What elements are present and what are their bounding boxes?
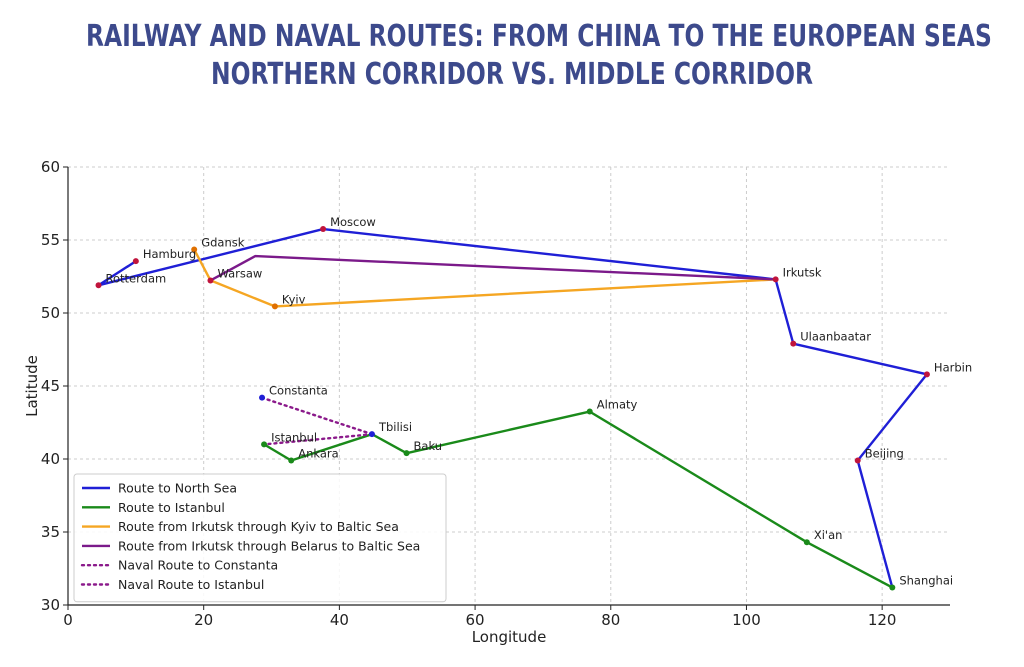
- x-axis-label: Longitude: [472, 628, 547, 646]
- y-tick-label: 55: [41, 231, 60, 249]
- series-line-4: [260, 396, 374, 436]
- x-tick-label: 0: [63, 611, 73, 629]
- series-line-0: [97, 227, 929, 588]
- city-point: [803, 539, 810, 546]
- legend-entry-label: Route to Istanbul: [118, 500, 225, 515]
- city-label: Xi'an: [814, 528, 843, 542]
- city-point: [403, 450, 410, 457]
- axes: 0 20 40 60 80 100 12030354045505560LongitudeLa…: [23, 158, 950, 646]
- city-point: [923, 371, 930, 378]
- city-label: Beijing: [865, 446, 904, 460]
- city-point: [772, 276, 779, 283]
- city-point: [854, 457, 861, 464]
- legend-entry-label: Route from Irkutsk through Belarus to Ba…: [118, 538, 420, 553]
- city-label: Almaty: [597, 398, 638, 412]
- city-label: Warsaw: [217, 266, 262, 280]
- series-line-3: [209, 254, 776, 282]
- city-labels: Moscow Gdansk Hamburg Rotterdam Warsaw Kyiv Ir…: [106, 215, 973, 587]
- y-tick-label: 40: [41, 450, 60, 468]
- city-label: Ulaanbaatar: [800, 330, 871, 344]
- city-label: Shanghai: [899, 573, 953, 587]
- city-point: [271, 303, 278, 310]
- legend: Route to North Sea Route to Istanbul Route…: [73, 473, 447, 603]
- legend-box: [73, 473, 447, 603]
- x-tick-label: 20: [194, 611, 213, 629]
- x-tick-label: 60: [466, 611, 485, 629]
- chart-title-line-2: NORTHERN CORRIDOR VS. MIDDLE CORRIDOR: [210, 57, 814, 92]
- city-point: [261, 441, 268, 448]
- y-tick-label: 30: [41, 596, 60, 614]
- y-tick-label: 50: [41, 304, 60, 322]
- legend-entry-label: Naval Route to Constanta: [118, 558, 278, 573]
- series-line-2: [193, 248, 776, 308]
- city-point: [191, 246, 198, 253]
- city-markers: [95, 226, 930, 591]
- city-label: Tbilisi: [378, 420, 412, 434]
- city-label: Irkutsk: [783, 265, 822, 279]
- x-tick-label: 120: [868, 611, 897, 629]
- city-point: [95, 282, 102, 289]
- chart-title-line-1: RAILWAY AND NAVAL ROUTES: FROM CHINA TO …: [85, 19, 992, 54]
- city-label: Hamburg: [143, 247, 196, 261]
- city-point: [288, 457, 295, 464]
- y-tick-label: 45: [41, 377, 60, 395]
- city-label: Gdansk: [201, 235, 245, 249]
- city-point: [790, 340, 797, 347]
- city-label: Istanbul: [271, 430, 317, 444]
- city-point: [132, 258, 139, 265]
- legend-entry-label: Naval Route to Istanbul: [118, 577, 264, 592]
- city-label: Rotterdam: [106, 271, 167, 285]
- x-tick-label: 40: [330, 611, 349, 629]
- legend-entry-label: Route to North Sea: [118, 481, 237, 496]
- city-point: [207, 277, 214, 284]
- y-axis-label: Latitude: [23, 355, 41, 417]
- city-point: [889, 584, 896, 591]
- city-label: Kyiv: [282, 292, 306, 306]
- city-label: Harbin: [934, 360, 972, 374]
- city-point: [586, 408, 593, 415]
- city-label: Ankara: [298, 446, 338, 460]
- city-point: [368, 431, 375, 438]
- city-label: Moscow: [330, 215, 376, 229]
- chart-title-block: RAILWAY AND NAVAL ROUTES: FROM CHINA TO …: [0, 18, 1024, 94]
- city-point: [259, 394, 266, 401]
- x-tick-label: 100: [732, 611, 761, 629]
- y-tick-label: 35: [41, 523, 60, 541]
- series-line-5: [262, 433, 374, 446]
- y-tick-label: 60: [41, 158, 60, 176]
- city-label: Constanta: [269, 384, 328, 398]
- legend-entry-label: Route from Irkutsk through Kyiv to Balti…: [118, 519, 399, 534]
- city-label: Baku: [414, 439, 443, 453]
- x-tick-label: 80: [601, 611, 620, 629]
- city-point: [320, 226, 327, 233]
